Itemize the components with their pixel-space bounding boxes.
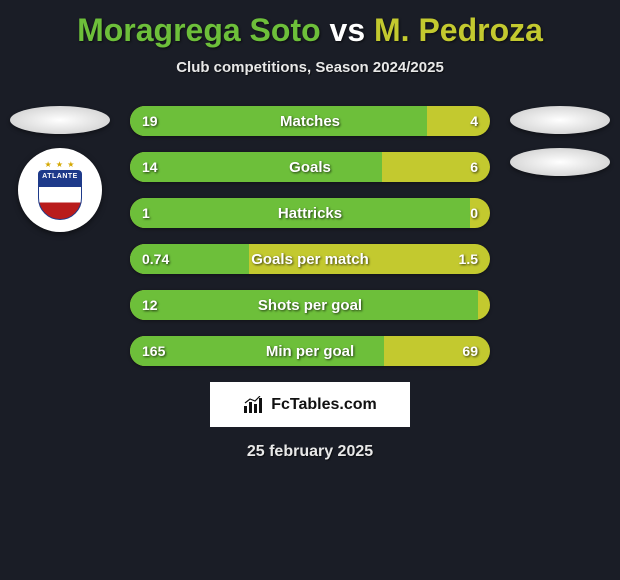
player1-club-badge: ★ ★ ★ ATLANTE [18,148,102,232]
stat-right-segment [478,290,490,320]
stat-label: Matches [280,113,340,130]
stat-row: 12 Shots per goal [130,290,490,320]
stat-row: 1 0 Hattricks [130,198,490,228]
stat-right-value: 1.5 [459,251,478,267]
stat-left-value: 1 [142,205,150,221]
badge-stars-icon: ★ ★ ★ [45,160,76,169]
player2-club-placeholder [510,148,610,176]
stat-right-value: 69 [462,343,478,359]
content-area: ★ ★ ★ ATLANTE 19 4 Matches 14 6 Goals 1 0 Hattri… [0,106,620,366]
date: 25 february 2025 [0,443,620,461]
stat-right-segment: 69 [384,336,490,366]
stat-right-value: 6 [470,159,478,175]
player1-avatars: ★ ★ ★ ATLANTE [0,106,120,232]
stat-left-segment: 19 [130,106,427,136]
stats-bars: 19 4 Matches 14 6 Goals 1 0 Hattricks 0.74 1.5 Goal… [130,106,490,366]
player1-name: Moragrega Soto [77,12,321,48]
stat-row: 165 69 Min per goal [130,336,490,366]
stat-row: 0.74 1.5 Goals per match [130,244,490,274]
stat-label: Min per goal [266,343,354,360]
badge-shield-icon: ATLANTE [38,170,82,220]
stat-row: 19 4 Matches [130,106,490,136]
stat-label: Goals [289,159,331,176]
watermark-chart-icon [243,396,267,414]
player1-photo-placeholder [10,106,110,134]
stat-left-value: 19 [142,113,158,129]
comparison-title: Moragrega Soto vs M. Pedroza [0,0,620,49]
stat-left-value: 12 [142,297,158,313]
stat-label: Shots per goal [258,297,362,314]
vs-label: vs [330,12,366,48]
stat-right-segment: 0 [470,198,490,228]
player2-avatars [500,106,620,176]
subtitle: Club competitions, Season 2024/2025 [0,59,620,76]
stat-right-value: 0 [470,205,478,221]
stat-label: Goals per match [251,251,369,268]
stat-right-value: 4 [470,113,478,129]
stat-left-value: 165 [142,343,165,359]
stat-label: Hattricks [278,205,342,222]
stat-right-segment: 6 [382,152,490,182]
stat-left-segment: 0.74 [130,244,249,274]
watermark-text: FcTables.com [271,396,377,414]
watermark: FcTables.com [210,382,410,427]
stat-left-value: 0.74 [142,251,169,267]
stat-row: 14 6 Goals [130,152,490,182]
badge-text: ATLANTE [42,173,78,180]
stat-left-value: 14 [142,159,158,175]
player2-photo-placeholder [510,106,610,134]
stat-left-segment: 14 [130,152,382,182]
player2-name: M. Pedroza [374,12,543,48]
stat-right-segment: 4 [427,106,490,136]
